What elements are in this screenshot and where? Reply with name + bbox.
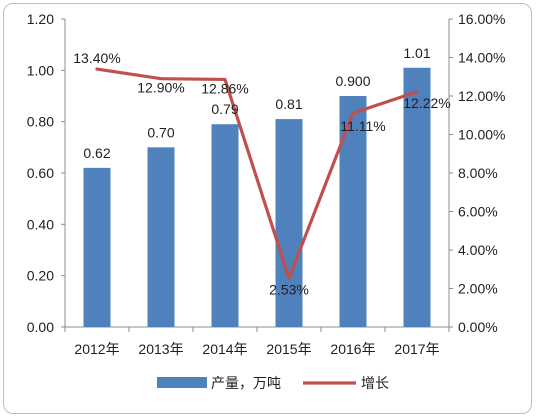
y-right-tick-label: 8.00% bbox=[458, 165, 498, 181]
y-left-tick-label: 1.20 bbox=[27, 11, 54, 27]
x-tick-label: 2014年 bbox=[202, 341, 247, 357]
line-value-label: 2.53% bbox=[269, 281, 309, 297]
y-right-tick-label: 14.00% bbox=[458, 50, 505, 66]
line-value-label: 13.40% bbox=[73, 50, 120, 66]
legend-swatch-bar bbox=[157, 377, 207, 388]
line-value-label: 11.11% bbox=[340, 118, 385, 134]
y-left-tick-label: 0.60 bbox=[27, 165, 54, 181]
bar-value-label: 0.70 bbox=[147, 124, 174, 140]
bar bbox=[403, 67, 431, 328]
y-right-tick-label: 12.00% bbox=[458, 88, 505, 104]
y-right-tick-label: 2.00% bbox=[458, 281, 498, 297]
line-value-label: 12.22% bbox=[403, 95, 450, 111]
x-tick-label: 2015年 bbox=[266, 341, 311, 357]
legend-label-bar: 产量，万吨 bbox=[211, 376, 281, 392]
bar-value-label: 0.62 bbox=[83, 145, 110, 161]
y-left-tick-label: 0.20 bbox=[27, 268, 54, 284]
y-left-tick-label: 0.00 bbox=[27, 319, 54, 335]
bar-value-label: 0.79 bbox=[211, 101, 238, 117]
y-left-tick-label: 0.80 bbox=[27, 114, 54, 130]
y-right-tick-label: 0.00% bbox=[458, 319, 498, 335]
axes: 0.00 0.20 0.40 0.60 0.80 1.00 1.20 0.00% 2.00% 4.… bbox=[27, 11, 506, 357]
line-value-label: 12.86% bbox=[201, 80, 248, 96]
legend-label-line: 增长 bbox=[361, 376, 389, 392]
bar bbox=[147, 147, 175, 327]
x-tick-label: 2017年 bbox=[394, 341, 439, 357]
bar bbox=[83, 167, 111, 327]
bar-value-label: 0.81 bbox=[275, 96, 302, 112]
bar bbox=[275, 119, 303, 327]
x-tick-label: 2012年 bbox=[74, 341, 119, 357]
y-right-tick-label: 6.00% bbox=[458, 204, 498, 220]
data-labels: 0.62 0.70 0.79 0.81 0.900 1.01 13.40% 12.90% 12.… bbox=[73, 45, 450, 298]
y-right-tick-label: 10.00% bbox=[458, 127, 505, 143]
x-tick-label: 2016年 bbox=[330, 341, 375, 357]
y-left-tick-label: 0.40 bbox=[27, 216, 54, 232]
bar bbox=[211, 124, 239, 327]
line-series bbox=[95, 67, 419, 280]
y-left-tick-label: 1.00 bbox=[27, 62, 54, 78]
y-right-tick-label: 4.00% bbox=[458, 242, 498, 258]
legend: 产量，万吨 增长 bbox=[157, 376, 389, 392]
bar-series bbox=[83, 67, 431, 328]
y-right-tick-label: 16.00% bbox=[458, 11, 505, 27]
x-tick-label: 2013年 bbox=[138, 341, 183, 357]
bar-value-label: 1.01 bbox=[403, 45, 430, 61]
bar-value-label: 0.900 bbox=[335, 73, 370, 89]
growth-line bbox=[95, 67, 419, 280]
line-value-label: 12.90% bbox=[137, 80, 184, 96]
